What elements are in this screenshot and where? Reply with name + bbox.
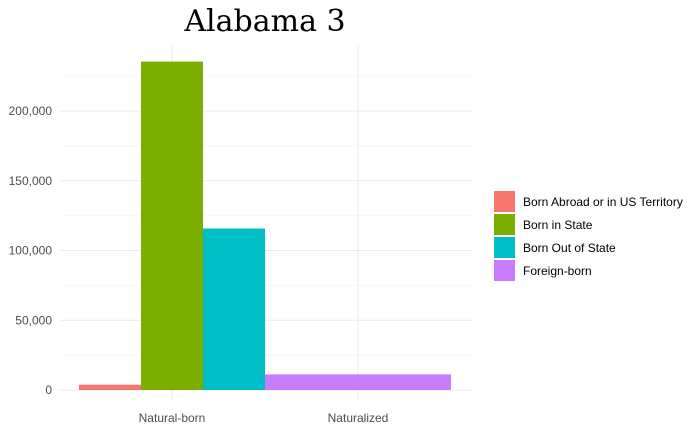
x-axis-ticks: Natural-born Naturalized bbox=[139, 411, 389, 425]
y-tick-label: 200,000 bbox=[9, 104, 53, 118]
legend-label: Born Out of State bbox=[523, 241, 616, 255]
y-tick-label: 50,000 bbox=[15, 313, 52, 327]
legend-key bbox=[494, 260, 515, 281]
bar bbox=[79, 384, 141, 390]
y-tick-label: 100,000 bbox=[9, 244, 53, 258]
x-tick-label: Natural-born bbox=[139, 411, 206, 425]
bars bbox=[79, 61, 451, 390]
legend-key bbox=[494, 191, 515, 212]
bar bbox=[265, 374, 451, 390]
legend-label: Foreign-born bbox=[523, 264, 592, 278]
legend-key bbox=[494, 237, 515, 258]
legend-label: Born Abroad or in US Territory bbox=[523, 195, 683, 209]
legend-label: Born in State bbox=[523, 218, 593, 232]
y-tick-label: 0 bbox=[45, 383, 52, 397]
bar bbox=[203, 228, 265, 390]
legend: Born Abroad or in US Territory Born in St… bbox=[494, 191, 683, 281]
bar bbox=[141, 61, 203, 390]
grid bbox=[60, 45, 472, 400]
chart-title: Alabama 3 bbox=[183, 4, 345, 39]
legend-key bbox=[494, 214, 515, 235]
x-tick-label: Naturalized bbox=[328, 411, 389, 425]
y-tick-label: 150,000 bbox=[9, 174, 53, 188]
y-axis-ticks: 0 50,000 100,000 150,000 200,000 bbox=[9, 104, 53, 397]
